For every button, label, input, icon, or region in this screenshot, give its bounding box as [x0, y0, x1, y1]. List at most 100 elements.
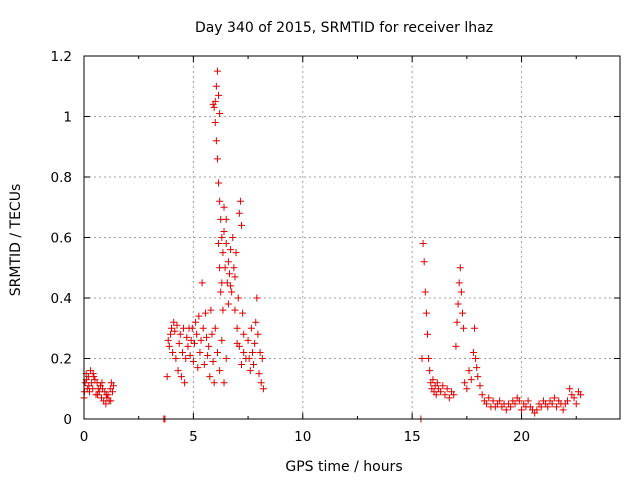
y-tick-label: 0.6	[51, 231, 72, 247]
data-point	[224, 258, 232, 266]
data-point	[235, 209, 243, 217]
data-point	[450, 391, 458, 399]
data-point	[533, 406, 541, 414]
data-point	[198, 279, 206, 287]
data-point	[240, 330, 248, 338]
data-point	[216, 264, 224, 272]
data-point	[215, 179, 223, 187]
x-tick-label: 20	[513, 429, 530, 445]
data-point	[230, 264, 238, 272]
data-point	[206, 373, 214, 381]
data-point	[238, 361, 246, 369]
data-point	[205, 342, 213, 350]
grid	[84, 56, 620, 419]
tick-labels: 0 5 10 15 20 0 0.2 0.4 0.6 0.8 1 1.2	[51, 49, 531, 445]
data-point	[222, 240, 230, 248]
data-point	[420, 258, 428, 266]
data-point	[195, 312, 203, 320]
data-point	[107, 397, 115, 405]
data-point	[188, 324, 196, 332]
data-point	[172, 355, 180, 362]
data-point	[453, 318, 461, 326]
data-point	[81, 379, 89, 387]
data-point	[458, 309, 466, 317]
data-point	[233, 324, 241, 332]
data-point	[225, 270, 233, 278]
data-point	[550, 394, 558, 402]
data-point	[222, 215, 230, 223]
data-point	[423, 330, 431, 338]
data-point	[213, 348, 221, 356]
data-point	[85, 382, 93, 390]
data-point	[108, 388, 116, 396]
data-point	[169, 348, 177, 356]
data-point	[177, 373, 185, 381]
data-point	[246, 367, 254, 375]
data-point	[209, 358, 217, 366]
data-point	[200, 361, 208, 369]
data-point	[192, 318, 200, 326]
data-point	[207, 306, 215, 314]
data-point	[173, 321, 181, 329]
data-point	[236, 197, 244, 205]
data-point	[483, 400, 491, 408]
data-point	[559, 406, 567, 414]
data-point	[203, 333, 211, 341]
data-point	[189, 358, 197, 366]
data-point	[563, 397, 571, 405]
data-point	[465, 367, 473, 375]
data-point	[502, 406, 510, 414]
data-point	[474, 373, 482, 381]
data-point	[251, 339, 259, 347]
data-point	[461, 379, 469, 387]
data-point	[176, 330, 184, 338]
data-point	[507, 403, 515, 411]
data-point	[211, 97, 219, 105]
data-point	[98, 379, 106, 387]
data-point	[194, 364, 202, 372]
data-point	[548, 400, 556, 408]
data-point	[166, 330, 174, 338]
data-point	[219, 249, 227, 257]
data-point	[211, 119, 219, 127]
y-tick-label: 0	[63, 412, 72, 428]
data-point	[211, 324, 219, 332]
data-point	[454, 300, 462, 308]
data-point	[213, 155, 221, 163]
data-point	[218, 234, 226, 241]
data-point	[216, 367, 224, 375]
data-point	[473, 364, 481, 372]
x-tick-label: 15	[404, 429, 421, 445]
data-point	[212, 82, 220, 90]
data-point	[218, 336, 226, 344]
data-point	[252, 318, 260, 326]
data-point	[215, 240, 223, 248]
data-point	[471, 324, 479, 332]
data-point	[210, 103, 218, 111]
data-point	[463, 385, 471, 393]
data-point	[183, 333, 191, 341]
data-point	[231, 273, 239, 281]
data-point	[168, 324, 176, 332]
data-point	[429, 376, 437, 384]
data-point	[174, 367, 182, 375]
data-point	[439, 382, 447, 390]
data-point	[240, 348, 248, 356]
data-point	[259, 385, 267, 393]
data-point	[213, 67, 221, 75]
data-point	[197, 336, 205, 344]
data-point	[231, 306, 239, 314]
data-point	[467, 376, 475, 384]
data-point	[187, 336, 195, 344]
data-point	[244, 336, 252, 344]
data-point	[577, 391, 585, 399]
data-point	[220, 203, 228, 211]
data-point	[181, 379, 189, 387]
y-tick-label: 1.2	[51, 49, 72, 65]
data-point	[215, 91, 223, 99]
data-point	[432, 391, 440, 399]
data-point	[235, 342, 243, 350]
data-point	[219, 306, 227, 314]
x-tick-label: 0	[80, 429, 89, 445]
data-point	[437, 388, 445, 396]
